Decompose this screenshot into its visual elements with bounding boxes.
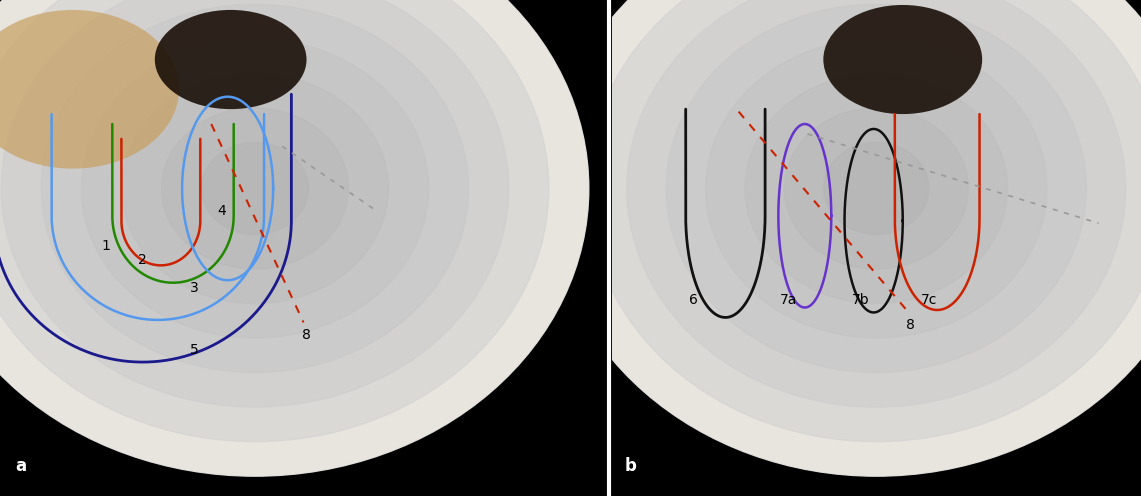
Ellipse shape: [626, 0, 1126, 407]
Ellipse shape: [162, 108, 348, 269]
Ellipse shape: [705, 39, 1047, 338]
Ellipse shape: [1, 0, 509, 407]
Text: 1: 1: [102, 239, 111, 252]
Ellipse shape: [155, 10, 307, 109]
Ellipse shape: [548, 0, 1141, 476]
Text: 2: 2: [138, 253, 147, 267]
Ellipse shape: [784, 108, 969, 269]
Ellipse shape: [0, 0, 589, 476]
Ellipse shape: [824, 5, 982, 114]
Text: 7c: 7c: [921, 293, 938, 307]
Ellipse shape: [0, 0, 549, 441]
Ellipse shape: [588, 0, 1141, 441]
Text: 8: 8: [302, 328, 311, 342]
Ellipse shape: [41, 4, 469, 372]
Ellipse shape: [0, 10, 179, 169]
Ellipse shape: [121, 73, 388, 304]
Ellipse shape: [202, 142, 308, 235]
Ellipse shape: [824, 142, 929, 235]
Text: b: b: [625, 457, 637, 475]
Text: 5: 5: [189, 343, 199, 357]
Text: 7a: 7a: [780, 293, 798, 307]
Text: 6: 6: [689, 293, 698, 307]
Ellipse shape: [0, 0, 589, 476]
Ellipse shape: [666, 4, 1086, 372]
Text: 7b: 7b: [851, 293, 869, 307]
Ellipse shape: [745, 73, 1008, 304]
Ellipse shape: [81, 39, 429, 338]
Text: a: a: [15, 457, 26, 475]
Text: 3: 3: [189, 281, 199, 295]
Ellipse shape: [548, 0, 1141, 476]
Text: 8: 8: [906, 318, 915, 332]
Text: 4: 4: [217, 204, 226, 218]
